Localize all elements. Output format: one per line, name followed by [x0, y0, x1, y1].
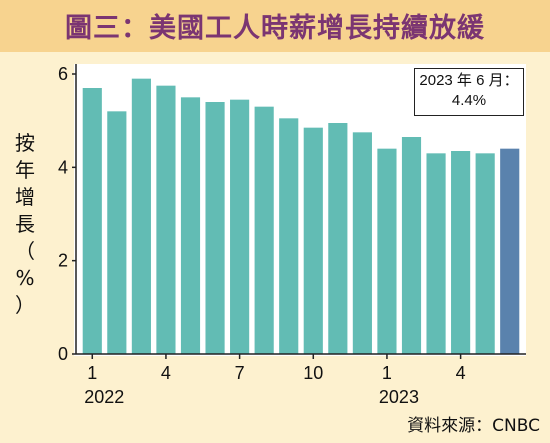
y-axis-label-char: 增 [15, 185, 35, 209]
y-tick-label: 6 [58, 64, 68, 84]
y-axis-label: 按年增長 （% ） [10, 130, 40, 319]
annotation-line2: 4.4% [451, 92, 487, 109]
y-axis-label-char: 年 [15, 158, 35, 182]
annotation-line1: 2023 年 6 月： [419, 72, 519, 89]
bars-group [82, 78, 520, 355]
x-tick-label: 4 [161, 363, 171, 383]
y-axis-label-char: ） [15, 293, 35, 317]
bar-2023-04 [451, 151, 471, 354]
bar-2023-02 [401, 137, 422, 354]
y-axis-label-char: 長 [15, 212, 35, 236]
y-tick-label: 0 [58, 344, 68, 364]
bar-2023-01 [377, 148, 397, 354]
chart-title: 圖三：美國工人時薪增長持續放緩 [65, 13, 485, 44]
y-axis-label-char: % [15, 266, 35, 290]
x-tick-label: 7 [235, 363, 245, 383]
title-band [0, 0, 550, 52]
bar-2022-05 [180, 97, 201, 354]
annotation-box: 2023 年 6 月： 4.4% [414, 68, 524, 116]
bar-2022-12 [352, 132, 372, 354]
bar-2022-08 [254, 106, 274, 355]
bar-2022-09 [279, 118, 299, 354]
x-tick-label: 10 [303, 363, 323, 383]
bar-2022-06 [205, 102, 225, 354]
bar-2023-06 [500, 148, 520, 354]
bar-2022-10 [303, 127, 323, 355]
y-axis-label-char: （ [15, 239, 35, 263]
bar-2023-05 [475, 153, 495, 354]
y-tick-label: 4 [58, 157, 68, 177]
x-tick-label: 1 [382, 363, 392, 383]
x-tick-label: 1 [87, 363, 97, 383]
y-axis-label-char: 按 [15, 131, 35, 155]
bar-2022-01 [82, 88, 102, 354]
labels-group: 0 2 4 6 1 4 7 10 1 4 2022 2023 [58, 64, 466, 407]
bar-2023-03 [426, 153, 446, 354]
bar-2022-11 [328, 123, 348, 354]
bar-2022-07 [230, 99, 250, 355]
y-tick-label: 2 [58, 251, 68, 271]
x-tick-label: 4 [456, 363, 466, 383]
bar-2022-02 [107, 111, 127, 354]
year-label: 2022 [84, 387, 124, 407]
year-label: 2023 [379, 387, 419, 407]
source-note: 資料來源：CNBC [407, 416, 540, 436]
bar-2022-04 [156, 85, 176, 355]
bar-2022-03 [131, 78, 151, 355]
axes-group [72, 64, 526, 359]
